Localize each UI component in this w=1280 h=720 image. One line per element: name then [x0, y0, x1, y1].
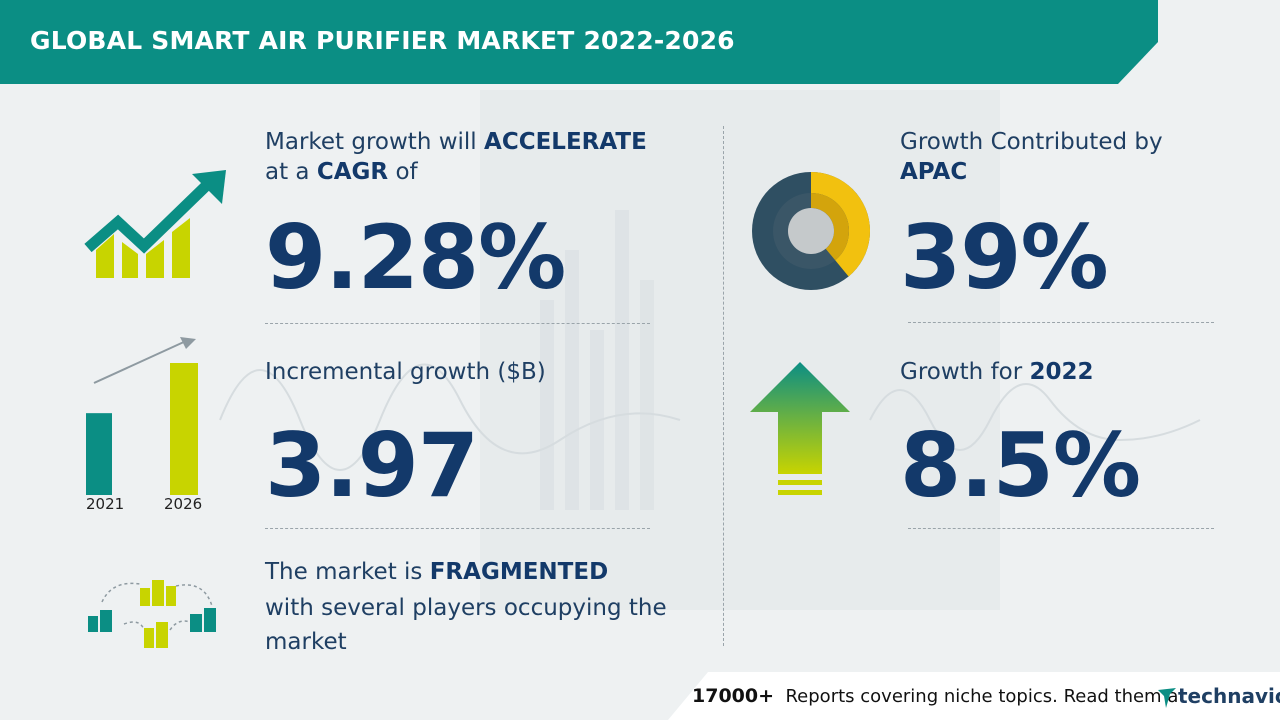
- incremental-label: Incremental growth ($B): [265, 359, 546, 385]
- cagr-label-line1: Market growth will ACCELERATE: [265, 129, 647, 155]
- apac-share-slice: [811, 172, 870, 277]
- growth-chart-icon: [84, 170, 226, 278]
- fragmented-line2: with several players occupying the: [265, 595, 667, 621]
- divider: [265, 323, 650, 324]
- header-band: [0, 0, 1158, 84]
- column-divider: [723, 126, 724, 646]
- cagr-keyword: CAGR: [316, 159, 389, 185]
- apac-label: Growth Contributed by: [900, 129, 1163, 155]
- divider: [908, 528, 1214, 529]
- apac-share-slice-inner: [811, 193, 849, 261]
- apac-region: APAC: [900, 159, 968, 185]
- incremental-bar-chart-icon: [86, 337, 198, 495]
- bar-2026: [170, 363, 198, 495]
- market-players-icon: [88, 580, 216, 648]
- year-label-2026: 2026: [164, 495, 203, 513]
- bar-2021: [86, 413, 112, 495]
- report-count: 17000+: [692, 685, 775, 707]
- cagr-emphasis: ACCELERATE: [484, 129, 647, 155]
- apac-donut-icon: [752, 172, 870, 290]
- fragmented-line1: The market is FRAGMENTED: [265, 559, 609, 585]
- cagr-label-line2: at a CAGR of: [265, 159, 418, 185]
- technavio-link[interactable]: technavio: [1178, 684, 1280, 708]
- apac-value: 39%: [900, 206, 1109, 309]
- technavio-logo-icon: [1158, 688, 1176, 708]
- divider: [908, 322, 1214, 323]
- fragmented-emphasis: FRAGMENTED: [429, 559, 609, 585]
- divider: [265, 528, 650, 529]
- fragmented-line3: market: [265, 629, 347, 655]
- yoy-label: Growth for 2022: [900, 359, 1094, 385]
- footer-band: [668, 672, 1280, 720]
- growth-up-arrow-icon: [750, 362, 850, 495]
- yoy-value: 8.5%: [900, 414, 1141, 517]
- year-label-2021: 2021: [86, 495, 125, 513]
- yoy-year: 2022: [1029, 359, 1094, 385]
- cagr-value: 9.28%: [265, 206, 566, 309]
- footer-text: 17000+ Reports covering niche topics. Re…: [692, 685, 1186, 707]
- incremental-value: 3.97: [265, 414, 479, 517]
- page-title: GLOBAL SMART AIR PURIFIER MARKET 2022-20…: [30, 26, 735, 55]
